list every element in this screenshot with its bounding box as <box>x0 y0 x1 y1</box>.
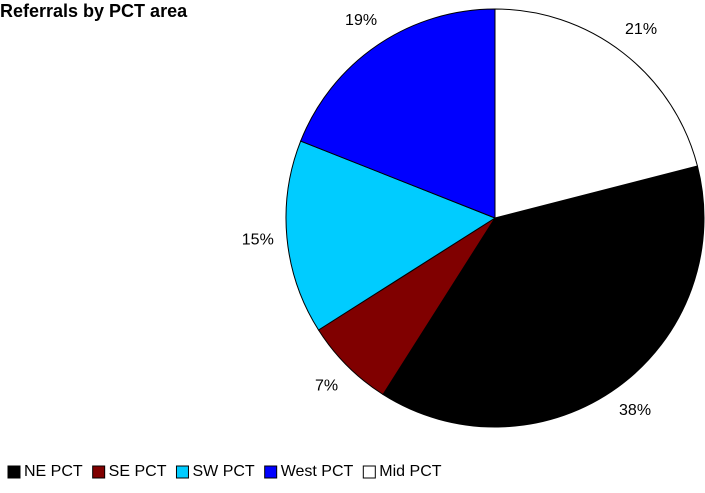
pie-slice <box>300 8 496 219</box>
pie-slice <box>285 140 497 331</box>
legend-label: Mid PCT <box>379 463 441 480</box>
slice-label: 21% <box>625 21 657 38</box>
legend-swatch <box>7 465 21 479</box>
slice-label: 19% <box>345 12 377 29</box>
slice-label: 15% <box>242 232 274 249</box>
legend-label: West PCT <box>281 463 354 480</box>
slice-label: 38% <box>619 402 651 419</box>
legend-label: SW PCT <box>192 463 254 480</box>
legend-swatch <box>264 465 278 479</box>
legend-swatch <box>92 465 106 479</box>
slice-label: 7% <box>315 378 338 395</box>
legend-label: SE PCT <box>109 463 167 480</box>
legend-swatch <box>362 465 376 479</box>
pie-slice <box>382 165 705 428</box>
legend-swatch <box>175 465 189 479</box>
pie-slice <box>494 8 699 219</box>
legend-label: NE PCT <box>24 463 83 480</box>
chart-title: Referrals by PCT area <box>0 1 188 21</box>
